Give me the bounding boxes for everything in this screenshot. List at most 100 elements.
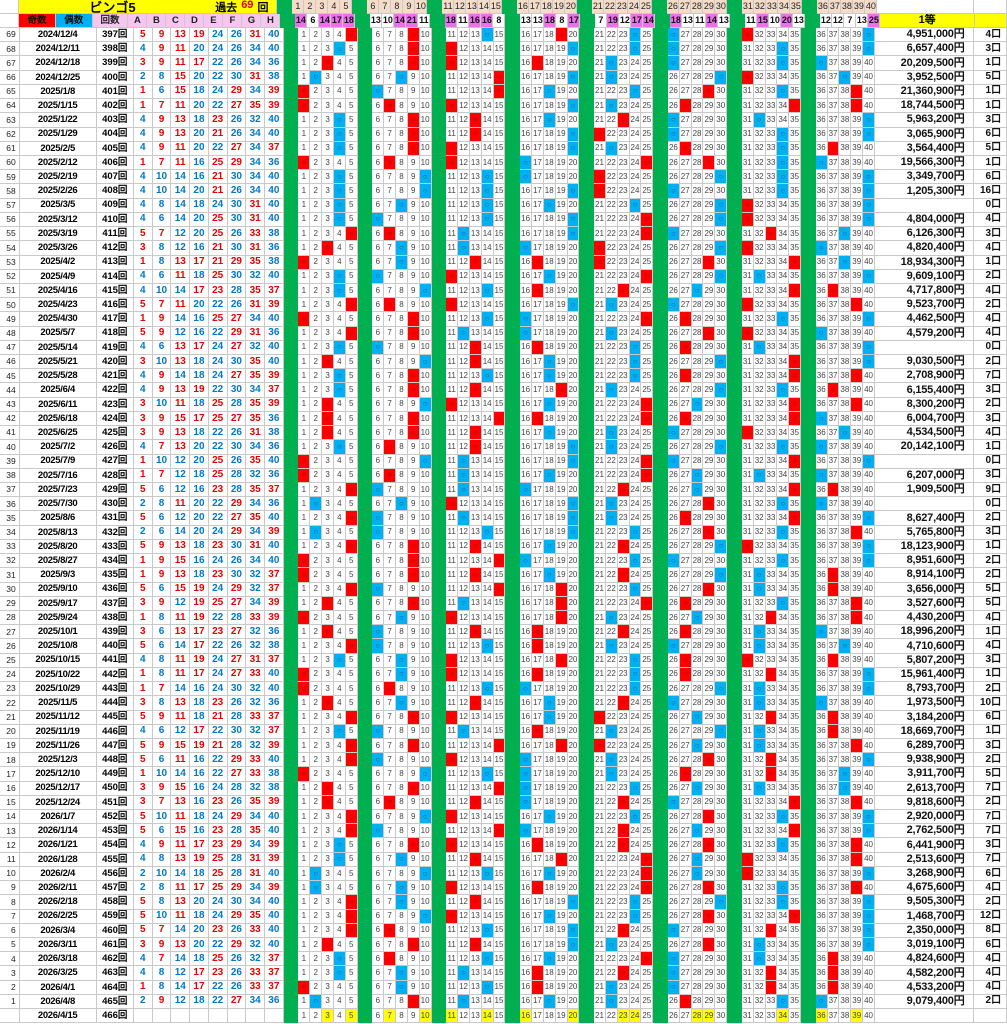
hit-cell: ○ bbox=[446, 909, 459, 924]
group-separator bbox=[727, 895, 742, 910]
grid-cell: 28 bbox=[691, 227, 704, 242]
group-separator bbox=[505, 682, 521, 697]
hit-cell: ○ bbox=[446, 838, 459, 853]
hit-cell: ○ bbox=[555, 738, 568, 754]
group-separator bbox=[505, 966, 521, 981]
hit-cell: ○ bbox=[520, 326, 533, 341]
grid-cell: 10 bbox=[419, 895, 432, 910]
group-separator bbox=[357, 568, 373, 583]
grid-cell: 34 bbox=[777, 639, 790, 654]
grid-number-header: 21 bbox=[592, 0, 605, 14]
grid-cell: 25 bbox=[641, 824, 654, 839]
grid-cell: 26 bbox=[668, 269, 680, 284]
drawn-number-cell: 24 bbox=[208, 84, 228, 100]
grid-cell: 39 bbox=[851, 710, 864, 725]
row-index: 22 bbox=[0, 696, 20, 711]
grid-cell: 6 bbox=[372, 42, 385, 57]
grid-cell: 29 bbox=[703, 625, 716, 640]
grid-cell: 31 bbox=[741, 795, 754, 811]
grid-cell: 39 bbox=[851, 909, 864, 924]
result-row: 50 2025/4/23 416回 5 7 11 20 22 26 31 39 1 2 3 4 ○ 6 ○ 8 9 10… bbox=[0, 298, 1007, 313]
grid-cell: 21 bbox=[594, 340, 606, 356]
drawn-number-cell: 13 bbox=[171, 383, 191, 398]
units-cell: 3口 bbox=[973, 838, 1007, 853]
draw-number-cell: 406回 bbox=[96, 155, 134, 171]
row-index: 2 bbox=[0, 980, 20, 995]
grid-cell: 8 bbox=[396, 767, 408, 782]
draw-number-cell: 419回 bbox=[96, 340, 134, 356]
grid-cell: 11 bbox=[446, 696, 459, 711]
grid-cell: 15 bbox=[493, 141, 506, 156]
draw-number-cell: 450回 bbox=[96, 781, 134, 796]
grid-cell: 21 bbox=[594, 994, 606, 1010]
result-row: 28 2025/9/24 438回 1 8 11 19 22 28 33 39 ○ 2 3 4 5 6 7 ○ 9 10… bbox=[0, 610, 1007, 626]
grid-cell: 31 bbox=[741, 738, 754, 754]
grid-cell: 23 bbox=[617, 497, 630, 512]
grid-cell: 36 bbox=[815, 383, 828, 398]
grid-cell: 10 bbox=[419, 113, 432, 128]
drawn-number-cell: 39 bbox=[264, 84, 284, 100]
grid-cell: 2 bbox=[310, 155, 323, 171]
grid-cell: 38 bbox=[839, 625, 852, 640]
grid-cell: 9 bbox=[407, 966, 420, 981]
grid-cell: 36 bbox=[815, 283, 828, 299]
group-separator bbox=[357, 397, 373, 412]
grid-cell: 18 bbox=[543, 724, 556, 739]
grid-cell: 10 bbox=[419, 667, 432, 683]
group-separator bbox=[283, 70, 299, 85]
grid-cell: 9 bbox=[407, 682, 420, 697]
grid-cell: 16 bbox=[520, 539, 533, 555]
grid-cell: 33 bbox=[765, 994, 778, 1010]
grid-cell: 12 bbox=[458, 696, 470, 711]
group-separator bbox=[357, 810, 373, 825]
grid-cell: 11 bbox=[446, 454, 459, 469]
grid-cell: 30 bbox=[715, 810, 728, 825]
drawn-number-cell: 33 bbox=[246, 966, 265, 981]
frequency-count: 15 bbox=[757, 14, 770, 28]
grid-cell: 8 bbox=[396, 355, 408, 370]
group-separator bbox=[505, 667, 521, 683]
grid-cell: 34 bbox=[777, 923, 790, 938]
drawn-number-cell: 6 bbox=[152, 824, 172, 839]
hit-cell: ○ bbox=[789, 795, 802, 811]
grid-cell: 8 bbox=[396, 639, 408, 654]
hit-cell: ○ bbox=[396, 610, 408, 626]
result-row: 39 2025/7/9 427回 1 10 12 20 25 26 35 40 ○ 2 3 4 5 6 7 8 9 ○ 1… bbox=[0, 454, 1007, 469]
grid-cell: 1 bbox=[298, 170, 311, 185]
group-separator bbox=[431, 810, 447, 825]
grid-cell: 38 bbox=[839, 198, 852, 213]
group-separator bbox=[801, 696, 816, 711]
grid-cell: 8 bbox=[396, 426, 408, 441]
grid-cell: 40 bbox=[863, 497, 875, 512]
hit-cell: ○ bbox=[715, 724, 728, 739]
hit-cell: ○ bbox=[641, 227, 654, 242]
hit-cell: ○ bbox=[481, 312, 494, 327]
grid-cell: 29 bbox=[703, 241, 716, 256]
grid-cell: 32 bbox=[753, 298, 766, 313]
group-separator bbox=[505, 312, 521, 327]
draw-number-cell: 435回 bbox=[96, 568, 134, 583]
grid-cell: 23 bbox=[617, 198, 630, 213]
drawn-number-cell: 11 bbox=[171, 298, 191, 313]
drawn-number-cell: 11 bbox=[171, 155, 191, 171]
drawn-number-cell: 6 bbox=[152, 483, 172, 498]
drawn-number-cell: 2 bbox=[133, 994, 153, 1010]
group-separator bbox=[505, 610, 521, 626]
grid-cell: 20 bbox=[567, 966, 580, 981]
drawn-number-cell: 22 bbox=[208, 440, 228, 455]
grid-cell: 8 bbox=[396, 283, 408, 299]
grid-cell: 32 bbox=[753, 795, 766, 811]
grid-cell: 10 bbox=[419, 738, 432, 754]
hit-cell: ○ bbox=[396, 70, 408, 85]
grid-cell: 37 bbox=[827, 426, 840, 441]
group-separator bbox=[653, 355, 668, 370]
hit-cell: ○ bbox=[481, 952, 494, 967]
grid-cell: 13 bbox=[469, 653, 482, 668]
grid-cell: 9 bbox=[407, 355, 420, 370]
group-separator bbox=[431, 539, 447, 555]
grid-cell: 35 bbox=[789, 895, 802, 910]
result-row: 12 2026/1/21 454回 4 9 11 17 23 29 34 39 1 2 3 ○ 5 6 7 8 ○ 10… bbox=[0, 838, 1007, 853]
hit-cell: ○ bbox=[629, 653, 642, 668]
hit-cell: ○ bbox=[469, 625, 482, 640]
grid-cell: 6 bbox=[372, 227, 385, 242]
